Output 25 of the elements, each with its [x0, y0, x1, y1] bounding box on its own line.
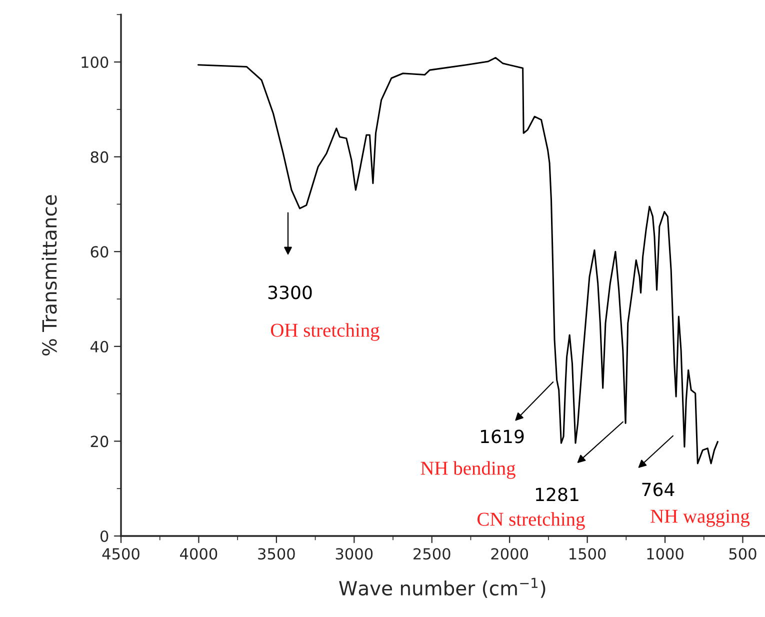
x-tick-label: 3500	[258, 548, 295, 560]
x-tick-label: 500	[729, 548, 756, 560]
x-tick-label: 2500	[414, 548, 450, 560]
x-tick-label: 1500	[570, 548, 606, 560]
annotation: 764	[642, 482, 674, 496]
annotation: CN stretching	[478, 512, 585, 530]
y-tick-label: 80	[90, 151, 108, 163]
x-tick-label: 3000	[336, 548, 373, 560]
y-tick-label: 100	[82, 56, 108, 68]
annotation: 1619	[481, 430, 524, 444]
x-tick-label: 1000	[647, 548, 684, 560]
annotation: NH wagging	[650, 510, 750, 527]
x-tick-label: 4500	[102, 548, 140, 560]
x-tick-label: 2000	[491, 548, 528, 560]
annotation: NH bending	[420, 461, 516, 479]
y-tick-label: 0	[100, 530, 108, 542]
y-tick-label: 60	[90, 246, 108, 258]
y-tick-label: 20	[90, 436, 108, 448]
y-tick-label: 40	[90, 340, 108, 352]
annotation: OH stretching	[270, 323, 380, 341]
x-tick-label: 4000	[180, 548, 218, 560]
annotation: 3300	[268, 286, 312, 300]
y-axis-title: % Transmittance	[42, 195, 57, 356]
annotation: 1281	[536, 488, 578, 502]
x-axis-title: Wave number (cm$^{−1}$)	[339, 578, 546, 598]
